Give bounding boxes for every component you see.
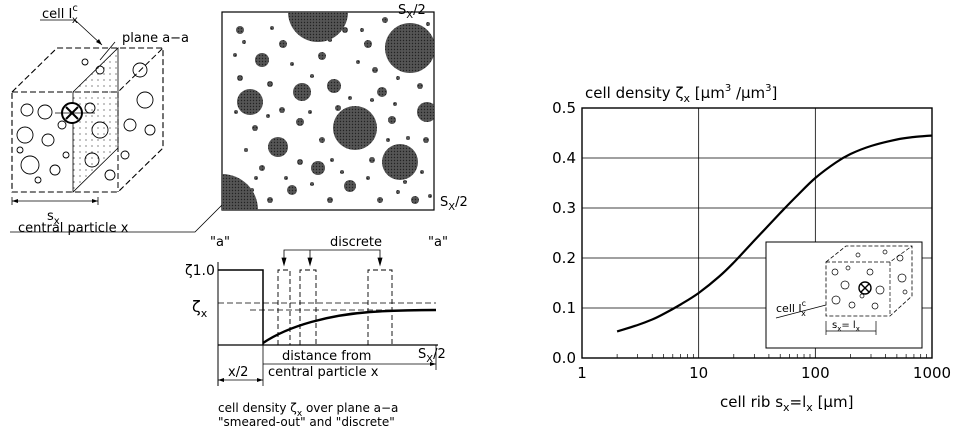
discrete-bracket [281, 249, 383, 267]
inset-rib-label: sx= lx [832, 320, 860, 333]
zeta-profile [217, 249, 438, 386]
chart-inset: cell Ic x sx= lx [765, 241, 923, 349]
sx-label: sx [47, 209, 60, 227]
a-right-label: "a" [428, 235, 448, 250]
y-tick-label: 0.3 [552, 199, 576, 217]
zeta-labels: ζ1.0 ζx discrete distance from central p… [185, 235, 446, 429]
discrete-spikes [277, 269, 393, 345]
x-tick-label: 1000 [913, 364, 951, 382]
left-labels: cell Ic x plane a−a sx central particle x [18, 3, 189, 236]
series-line [616, 134, 933, 333]
caption-line-2: "smeared-out" and "discrete" [218, 415, 395, 429]
axis-end-label: SX/2 [418, 347, 446, 365]
y-tick-label: 0.0 [552, 349, 576, 367]
x-tick-labels: 1 10 100 1000 [577, 364, 951, 382]
section-labels: SX/2 SX/2 "a" "a" [210, 3, 468, 250]
cube-particles [16, 58, 156, 184]
inset-cell-label: cell Ic x [776, 299, 806, 318]
plane-a-a-shape [72, 47, 119, 193]
half-label: x/2 [228, 365, 248, 380]
discrete-label: discrete [330, 235, 382, 250]
x-axis-label: cell rib sx=lx [μm] [720, 393, 853, 414]
section-top-label: SX/2 [398, 3, 426, 21]
y-tick-label: 0.1 [552, 299, 576, 317]
cell-label: cell Ic x [42, 3, 78, 26]
y-tick-label: 0.2 [552, 249, 576, 267]
plane-label: plane a−a [122, 31, 189, 46]
central-particle-label: central particle x [18, 221, 129, 236]
y-tick-labels: 0.0 0.1 0.2 0.3 0.4 0.5 [552, 99, 576, 367]
chart-title: cell density ζx [μm3 /μm3] [585, 83, 777, 105]
plot-frame [581, 107, 933, 359]
particle-section [221, 11, 435, 211]
x-tick-label: 10 [689, 364, 708, 382]
cell-cube-sketch [10, 19, 223, 233]
y-tick-label: 0.4 [552, 149, 576, 167]
x-tick-label: 100 [801, 364, 830, 382]
central-particle-marker [55, 102, 95, 124]
distance-label-2: central particle x [268, 365, 379, 380]
a-left-label: "a" [210, 235, 230, 250]
section-right-label: SX/2 [440, 195, 468, 213]
density-chart: 0.0 0.1 0.2 0.3 0.4 0.5 1 10 100 1000 cell densi… [552, 83, 951, 414]
caption-line-1: cell density ζx over plane a−a [218, 401, 398, 419]
zeta-one-label: ζ1.0 [185, 263, 215, 279]
distance-label-1: distance from [282, 349, 371, 364]
smeared-curve [262, 308, 437, 344]
x-tick-label: 1 [577, 364, 587, 382]
y-tick-label: 0.5 [552, 99, 576, 117]
zeta-x-label: ζx [192, 297, 208, 320]
particle-dots [222, 12, 434, 210]
grid-lines [582, 108, 932, 358]
